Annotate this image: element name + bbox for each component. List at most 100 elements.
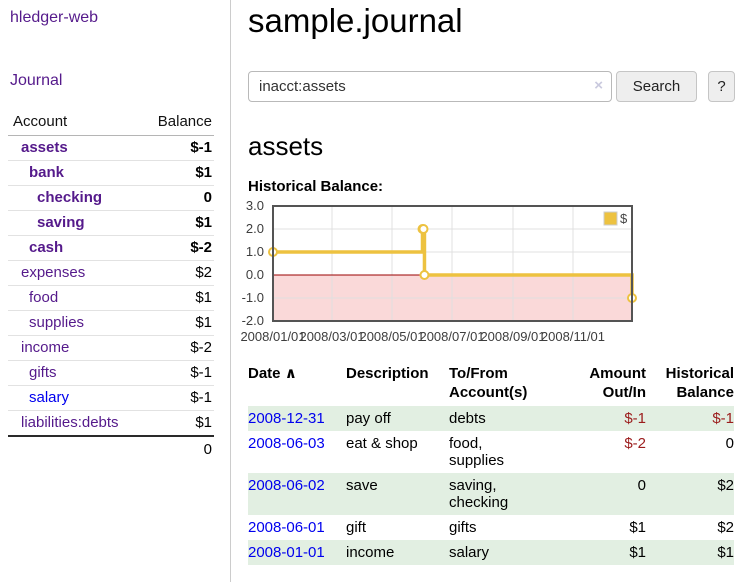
account-row: income $-2 <box>8 335 214 361</box>
historical-balance-chart: $3.0 2.0 1.0 0.0 -1.0 -2.0 2008/01/01 2008/03/0… <box>240 198 742 345</box>
search-box: × <box>248 71 612 102</box>
account-balance: $-2 <box>141 335 214 361</box>
main-content: sample.journal × Search ? assets Histori… <box>240 0 742 565</box>
account-link-cash[interactable]: cash <box>29 239 64 256</box>
accounts-header-account: Account <box>8 110 142 136</box>
account-row: food $1 <box>8 285 214 311</box>
transaction-balance: $2 <box>717 519 734 536</box>
transaction-amount: $-2 <box>624 435 646 452</box>
svg-text:$: $ <box>620 211 628 226</box>
transaction-date-link[interactable]: 2008-06-02 <box>248 477 325 494</box>
transaction-balance: $1 <box>717 544 734 561</box>
svg-text:2.0: 2.0 <box>246 221 264 236</box>
account-link-salary[interactable]: salary <box>29 389 70 406</box>
svg-text:-2.0: -2.0 <box>242 313 264 328</box>
account-balance: $1 <box>141 285 214 311</box>
svg-text:2008/11/01: 2008/11/01 <box>541 329 605 344</box>
page-title: sample.journal <box>248 2 463 39</box>
accounts-header-balance: Balance <box>141 110 214 136</box>
transaction-accounts: saving, checking <box>449 477 509 511</box>
account-balance: $-1 <box>190 139 212 156</box>
col-header-description: Description <box>346 365 429 382</box>
account-balance: $-2 <box>141 235 214 261</box>
account-link-liabilities-debts[interactable]: liabilities:debts <box>21 414 119 431</box>
account-row: cash $-2 <box>8 235 214 261</box>
account-row: supplies $1 <box>8 310 214 336</box>
account-balance: $1 <box>141 410 214 436</box>
account-balance: $2 <box>141 260 214 286</box>
register-table: Date ∧ Description To/From Account(s) Am… <box>248 362 734 565</box>
account-link-bank[interactable]: bank <box>29 164 65 181</box>
account-heading: assets <box>248 131 324 161</box>
transaction-accounts: gifts <box>449 519 477 536</box>
chart-canvas: $3.0 2.0 1.0 0.0 -1.0 -2.02008/01/012008/03/0… <box>240 198 637 344</box>
account-link-gifts[interactable]: gifts <box>29 364 57 381</box>
svg-text:2008/09/01: 2008/09/01 <box>480 329 545 344</box>
transaction-balance: $2 <box>717 477 734 494</box>
transaction-row: 2008-06-01 gift gifts $1 $2 <box>248 515 734 540</box>
sort-ascending-icon: ∧ <box>284 365 297 382</box>
account-balance: $-1 <box>141 360 214 386</box>
search-input[interactable] <box>248 71 612 102</box>
transaction-amount: 0 <box>637 477 646 494</box>
svg-text:2008/07/01: 2008/07/01 <box>419 329 484 344</box>
nav-journal-link[interactable]: Journal <box>10 72 63 89</box>
transaction-amount: $1 <box>629 519 646 536</box>
account-row: checking 0 <box>8 185 214 211</box>
transaction-accounts: salary <box>449 544 490 561</box>
transaction-description: eat & shop <box>346 435 418 452</box>
transaction-description: gift <box>346 519 367 536</box>
account-row: salary $-1 <box>8 385 214 411</box>
account-link-supplies[interactable]: supplies <box>29 314 85 331</box>
clear-search-icon[interactable]: × <box>594 77 603 94</box>
transaction-description: pay off <box>346 410 391 427</box>
accounts-total-balance: 0 <box>141 435 214 462</box>
account-row: assets $-1 <box>8 136 214 161</box>
account-link-saving[interactable]: saving <box>37 214 85 231</box>
app-title-link[interactable]: hledger-web <box>10 9 99 26</box>
transaction-description: save <box>346 477 378 494</box>
svg-text:3.0: 3.0 <box>246 198 264 213</box>
account-link-expenses[interactable]: expenses <box>21 264 86 281</box>
chart-title: Historical Balance: <box>248 178 384 195</box>
accounts-table: Account Balance assets $-1 bank $1 checking 0… <box>8 110 214 462</box>
search-form: × Search ? <box>248 71 742 102</box>
search-button[interactable]: Search <box>616 71 697 102</box>
account-balance: 0 <box>141 185 214 211</box>
col-header-amount: Amount Out/In <box>589 365 646 401</box>
svg-text:2008/05/01: 2008/05/01 <box>359 329 424 344</box>
transaction-amount: $-1 <box>624 410 646 427</box>
svg-text:2008/03/01: 2008/03/01 <box>299 329 364 344</box>
col-header-balance: Historical Balance <box>665 365 734 401</box>
transaction-date-link[interactable]: 2008-06-01 <box>248 519 325 536</box>
transaction-accounts: food, supplies <box>449 435 505 469</box>
account-balance: $-1 <box>141 385 214 411</box>
svg-text:2008/01/01: 2008/01/01 <box>240 329 305 344</box>
transaction-description: income <box>346 544 395 561</box>
account-link-income[interactable]: income <box>21 339 70 356</box>
account-link-food[interactable]: food <box>29 289 59 306</box>
account-link-assets[interactable]: assets <box>21 139 68 156</box>
transaction-accounts: debts <box>449 410 486 427</box>
transaction-date-link[interactable]: 2008-12-31 <box>248 410 325 427</box>
transaction-row: 2008-06-02 save saving, checking 0 $2 <box>248 473 734 515</box>
transaction-date-link[interactable]: 2008-06-03 <box>248 435 325 452</box>
svg-text:1.0: 1.0 <box>246 244 264 259</box>
col-header-accounts: To/From Account(s) <box>449 365 528 401</box>
sidebar: hledger-web Journal Account Balance asse… <box>0 0 231 582</box>
svg-text:0.0: 0.0 <box>246 267 264 282</box>
account-row: gifts $-1 <box>8 360 214 386</box>
transaction-amount: $1 <box>629 544 646 561</box>
account-row: saving $1 <box>8 210 214 236</box>
transaction-row: 2008-06-03 eat & shop food, supplies $-2 0 <box>248 431 734 473</box>
transaction-row: 2008-12-31 pay off debts $-1 $-1 <box>248 406 734 431</box>
account-link-checking[interactable]: checking <box>37 189 103 206</box>
accounts-total-row: 0 <box>8 435 214 462</box>
account-row: liabilities:debts $1 <box>8 410 214 436</box>
svg-text:-1.0: -1.0 <box>242 290 264 305</box>
transaction-date-link[interactable]: 2008-01-01 <box>248 544 325 561</box>
transaction-balance: 0 <box>725 435 734 452</box>
account-balance: $1 <box>141 210 214 236</box>
col-header-date[interactable]: Date ∧ <box>248 365 297 382</box>
help-button[interactable]: ? <box>708 71 735 102</box>
